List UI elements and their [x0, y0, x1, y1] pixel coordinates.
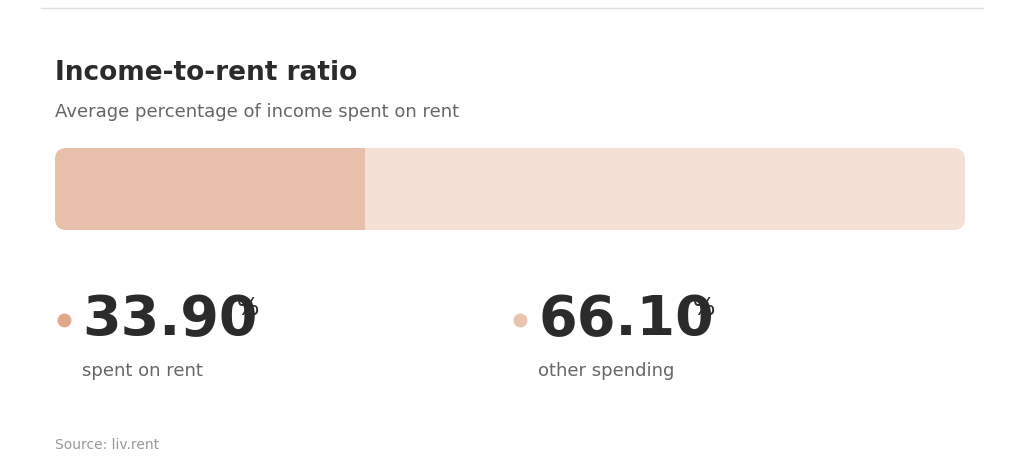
Text: other spending: other spending: [538, 362, 675, 380]
Text: 33.90: 33.90: [82, 293, 257, 347]
Text: Source: liv.rent: Source: liv.rent: [55, 438, 159, 452]
Bar: [349, 148, 366, 230]
Text: Income-to-rent ratio: Income-to-rent ratio: [55, 60, 357, 86]
FancyBboxPatch shape: [55, 148, 965, 230]
Text: spent on rent: spent on rent: [82, 362, 203, 380]
Text: Average percentage of income spent on rent: Average percentage of income spent on re…: [55, 103, 459, 121]
Text: %: %: [237, 296, 259, 320]
FancyBboxPatch shape: [55, 148, 364, 230]
Text: %: %: [693, 296, 716, 320]
Text: 66.10: 66.10: [538, 293, 714, 347]
